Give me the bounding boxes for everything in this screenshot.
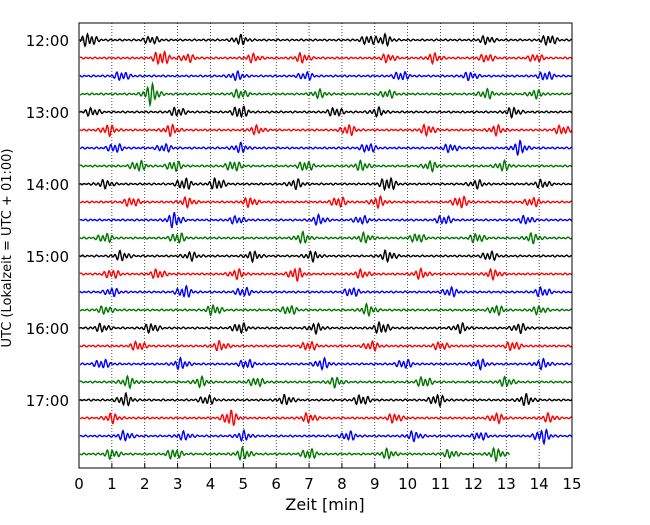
seismogram-trace	[79, 81, 573, 108]
seismogram-trace	[79, 105, 573, 119]
seismogram-trace	[79, 249, 573, 264]
x-tick-label: 12	[464, 475, 483, 493]
x-tick-label: 6	[271, 475, 281, 493]
seismogram-trace	[79, 230, 573, 245]
seismogram-traces	[79, 32, 573, 463]
x-tick-label: 2	[140, 475, 150, 493]
x-tick-label: 3	[173, 475, 183, 493]
seismogram-trace	[79, 284, 573, 299]
x-tick-label: 0	[74, 475, 84, 493]
seismogram-trace	[79, 70, 573, 82]
seismogram-trace	[79, 391, 573, 408]
x-tick-label: 5	[239, 475, 249, 493]
seismogram-trace	[79, 194, 573, 210]
x-tick-label: 1	[107, 475, 117, 493]
plot-frame	[78, 22, 573, 469]
seismogram-trace	[79, 339, 573, 353]
seismogram-trace	[79, 176, 573, 192]
y-tick-label: 12:00	[26, 32, 69, 50]
seismogram-trace	[79, 356, 573, 372]
seismogram-trace	[79, 158, 573, 173]
seismogram-trace	[79, 428, 573, 446]
seismogram-trace	[79, 445, 511, 463]
seismogram-trace	[79, 139, 573, 157]
grid	[111, 23, 540, 468]
y-tick-label: 16:00	[26, 320, 69, 338]
y-tick-label: 17:00	[26, 392, 69, 410]
x-tick-label: 9	[370, 475, 380, 493]
y-tick-label: 13:00	[26, 104, 69, 122]
x-tick-label: 15	[562, 475, 581, 493]
x-tick-label: 14	[530, 475, 549, 493]
y-axis-ticks: 12:00 13:00 14:00 15:00 16:00 17:00	[26, 32, 84, 410]
x-tick-label: 11	[431, 475, 450, 493]
seismogram-trace	[79, 49, 573, 66]
seismogram-trace	[79, 374, 573, 390]
seismogram-trace	[79, 320, 573, 336]
y-tick-label: 14:00	[26, 176, 69, 194]
x-tick-label: 13	[497, 475, 516, 493]
x-tick-label: 10	[398, 475, 417, 493]
seismogram-trace	[79, 409, 573, 426]
x-tick-label: 8	[337, 475, 347, 493]
seismogram-trace	[79, 32, 573, 48]
x-axis-label: Zeit [min]	[285, 495, 364, 514]
seismogram-trace	[79, 267, 573, 282]
x-tick-label: 7	[304, 475, 314, 493]
seismogram-trace	[79, 302, 573, 318]
x-tick-label: 4	[206, 475, 216, 493]
seismogram-trace	[79, 212, 573, 229]
x-axis-ticks: 0 1 2 3 4 5 6 7 8 9 10 11 12 13 14 15	[74, 463, 582, 493]
seismogram-trace	[79, 123, 573, 138]
y-axis-label: UTC (Lokalzeit = UTC + 01:00)	[0, 149, 15, 348]
y-tick-label: 15:00	[26, 248, 69, 266]
